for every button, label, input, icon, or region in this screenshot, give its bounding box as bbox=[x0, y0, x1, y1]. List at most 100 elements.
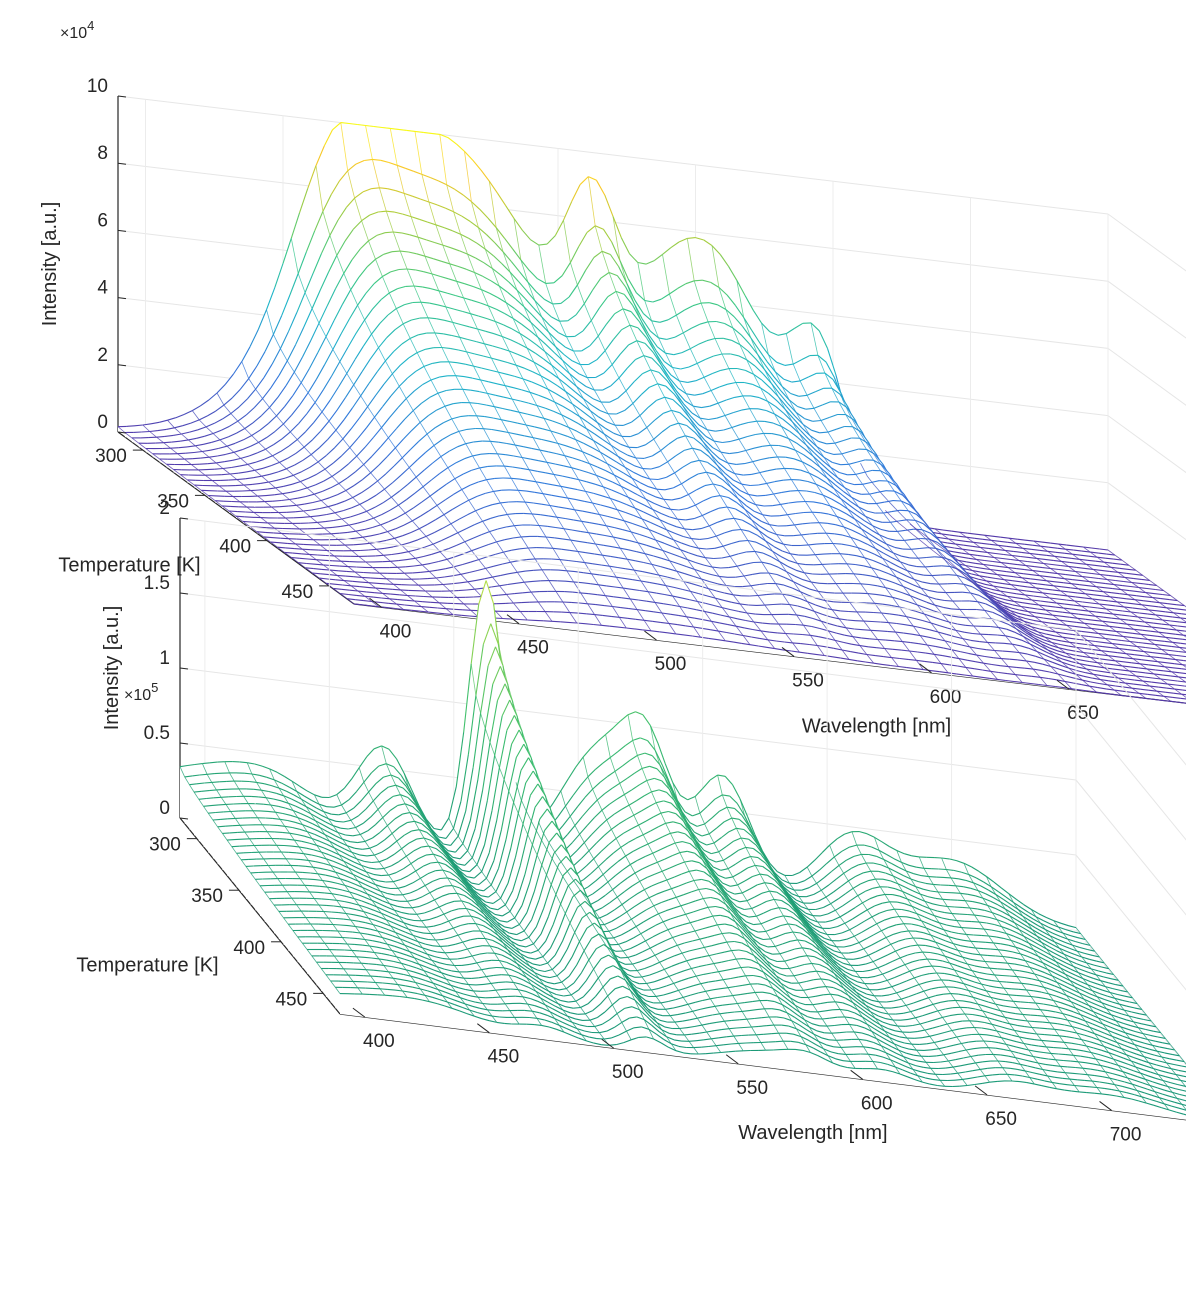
surface-row-segment bbox=[199, 463, 208, 465]
surface-row-segment bbox=[510, 618, 520, 621]
surface-row-segment bbox=[570, 410, 580, 417]
surface-row-segment bbox=[829, 413, 838, 419]
surface-row-segment bbox=[1010, 610, 1019, 614]
surface-row-segment bbox=[989, 543, 999, 546]
surface-row-segment bbox=[1068, 645, 1077, 648]
surface-row-segment bbox=[842, 437, 852, 442]
surface-row-segment bbox=[1039, 628, 1048, 632]
surface-row-segment bbox=[376, 232, 386, 236]
surface-row-segment bbox=[877, 539, 887, 545]
surface-row-segment bbox=[804, 448, 814, 457]
surface-row-segment bbox=[384, 351, 395, 362]
surface-row-segment bbox=[356, 446, 366, 457]
surface-row-segment bbox=[481, 531, 490, 536]
surface-row-segment bbox=[190, 419, 200, 424]
surface-row-segment bbox=[186, 445, 196, 448]
surface-row-segment bbox=[685, 435, 694, 439]
surface-row-segment bbox=[1094, 669, 1104, 673]
surface-row-segment bbox=[1166, 687, 1175, 690]
surface-row-segment bbox=[685, 518, 695, 521]
surface-row-segment bbox=[600, 504, 610, 508]
surface-row-segment bbox=[576, 560, 585, 564]
surface-row-segment bbox=[1136, 645, 1146, 649]
surface-row-segment bbox=[445, 306, 455, 310]
surface-row-segment bbox=[975, 562, 984, 565]
surface-row-segment bbox=[690, 415, 700, 426]
surface-row-segment bbox=[645, 498, 655, 504]
surface-row-segment bbox=[419, 218, 428, 223]
surface-row-segment bbox=[1079, 663, 1089, 666]
surface-row-segment bbox=[1180, 642, 1186, 645]
surface-row-segment bbox=[381, 417, 391, 428]
surface-row-segment bbox=[853, 573, 863, 576]
surface-row-segment bbox=[977, 647, 987, 651]
surface-row-segment bbox=[786, 571, 796, 577]
surface-row-segment bbox=[825, 600, 834, 603]
surface-row-segment bbox=[514, 375, 524, 380]
surface-row-segment bbox=[890, 562, 900, 568]
surface-row-segment bbox=[468, 237, 478, 244]
surface-row-segment bbox=[330, 569, 339, 572]
surface-row-segment bbox=[312, 252, 323, 273]
surface-row-segment bbox=[460, 415, 469, 418]
surface-row-segment bbox=[707, 535, 717, 540]
surface-row-segment bbox=[315, 527, 325, 530]
surface-row-segment bbox=[887, 537, 897, 541]
surface-row-segment bbox=[921, 627, 930, 631]
surface-row-segment bbox=[787, 403, 797, 413]
surface-row-segment bbox=[368, 480, 378, 488]
surface-row-segment bbox=[1080, 554, 1089, 557]
surface-row-segment bbox=[550, 430, 560, 435]
surface-row-segment bbox=[1146, 668, 1156, 671]
surface-row-segment bbox=[362, 535, 372, 538]
surface-row-segment bbox=[548, 331, 558, 341]
surface-row-segment bbox=[965, 624, 974, 627]
surface-row-segment bbox=[745, 561, 754, 565]
surface-row-segment bbox=[266, 430, 276, 438]
surface-row-segment bbox=[308, 473, 318, 479]
surface-row-segment bbox=[1039, 575, 1049, 578]
surface-row-segment bbox=[1157, 661, 1167, 664]
surface-row-segment bbox=[544, 547, 553, 549]
surface-row-segment bbox=[381, 509, 391, 515]
surface-row-segment bbox=[531, 447, 541, 451]
surface-row-segment bbox=[1114, 609, 1123, 612]
surface-row-segment bbox=[958, 535, 967, 538]
surface-row-segment bbox=[377, 539, 387, 543]
surface-row-segment bbox=[465, 363, 474, 367]
surface-row-segment bbox=[941, 613, 951, 617]
surface-row-segment bbox=[382, 395, 392, 407]
surface-row-segment bbox=[625, 568, 635, 571]
surface-row-segment bbox=[677, 387, 687, 395]
surface-row-segment bbox=[479, 465, 488, 469]
surface-row-segment bbox=[284, 395, 294, 407]
surface-row-segment bbox=[473, 365, 482, 369]
surface-row-segment bbox=[1035, 561, 1044, 565]
surface-row-segment bbox=[509, 350, 518, 355]
surface-row-segment bbox=[413, 501, 423, 509]
surface-row-segment bbox=[334, 583, 343, 586]
surface-row-segment bbox=[660, 565, 669, 570]
surface-row-segment bbox=[489, 528, 498, 533]
surface-row-segment bbox=[812, 617, 822, 622]
surface-row-segment bbox=[500, 274, 510, 283]
surface-row-segment bbox=[1059, 668, 1068, 673]
surface-row-segment bbox=[1065, 574, 1075, 577]
surface-row-segment bbox=[343, 507, 352, 512]
surface-row-segment bbox=[439, 133, 449, 139]
surface-row-segment bbox=[1111, 592, 1120, 595]
surface-row-segment bbox=[564, 346, 574, 352]
surface-row-segment bbox=[1042, 663, 1052, 668]
surface-row-segment bbox=[273, 532, 282, 534]
surface-row-segment bbox=[330, 180, 340, 195]
surface-row-segment bbox=[1130, 611, 1140, 614]
surface-row-segment bbox=[620, 485, 630, 491]
surface-row-segment bbox=[359, 499, 369, 505]
surface-row-segment bbox=[934, 528, 944, 531]
surface-row-segment bbox=[751, 330, 761, 344]
surface-row-segment bbox=[487, 465, 497, 467]
surface-row-segment bbox=[884, 595, 893, 598]
surface-row-segment bbox=[1177, 625, 1186, 628]
surface-row-segment bbox=[287, 452, 297, 459]
surface-row-segment bbox=[499, 430, 509, 434]
